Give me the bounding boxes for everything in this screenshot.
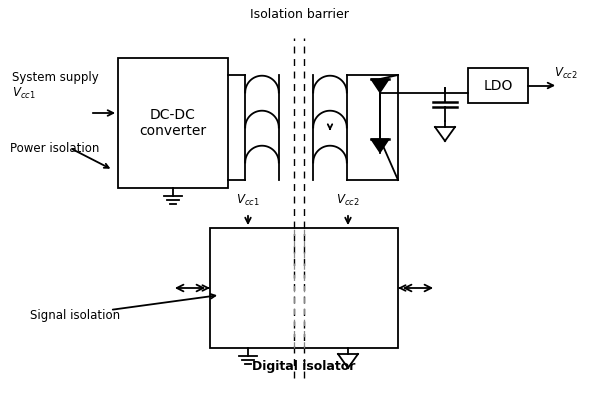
- Text: $V_{cc2}$: $V_{cc2}$: [554, 66, 578, 81]
- Bar: [118, 58, 228, 188]
- Text: $V_{cc1}$: $V_{cc1}$: [12, 85, 35, 101]
- Text: $V_{cc1}$: $V_{cc1}$: [237, 193, 260, 208]
- Text: System supply: System supply: [12, 72, 98, 84]
- Text: Digital isolator: Digital isolator: [252, 360, 356, 373]
- Polygon shape: [371, 139, 389, 152]
- Text: $V_{cc2}$: $V_{cc2}$: [336, 193, 360, 208]
- Text: LDO: LDO: [483, 79, 513, 92]
- Text: DC-DC
converter: DC-DC converter: [139, 108, 207, 138]
- Bar: [210, 228, 398, 348]
- Polygon shape: [371, 79, 389, 92]
- Text: Isolation barrier: Isolation barrier: [249, 8, 348, 21]
- Bar: [468, 68, 528, 103]
- Text: Signal isolation: Signal isolation: [30, 309, 120, 321]
- Text: Power isolation: Power isolation: [10, 141, 99, 154]
